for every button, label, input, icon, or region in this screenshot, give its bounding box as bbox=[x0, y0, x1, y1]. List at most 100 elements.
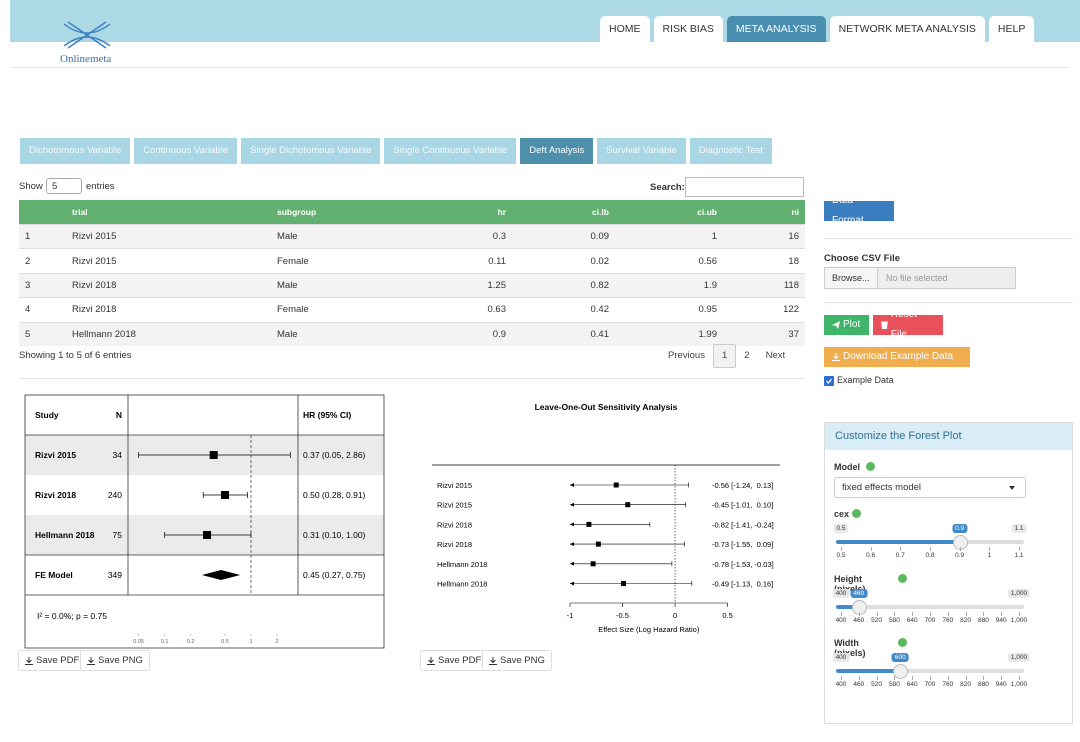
header-cell[interactable]: ci.lb bbox=[512, 200, 615, 225]
table-cell: 0.09 bbox=[512, 223, 615, 249]
table-cell: 118 bbox=[723, 272, 805, 298]
slider-tick-label: 1 bbox=[987, 552, 992, 559]
data-format-button[interactable]: Data Format bbox=[824, 195, 894, 226]
slider-tick bbox=[959, 547, 961, 551]
slider-tick bbox=[965, 612, 967, 616]
download-button[interactable]: Download Example Data bbox=[824, 347, 970, 367]
nav-tab[interactable]: RISK BIAS bbox=[653, 16, 723, 42]
x-axis-label: Effect Size (Log Hazard Ratio) bbox=[598, 625, 700, 634]
button-label: Reset File bbox=[890, 309, 917, 340]
slider-tick-label: 700 bbox=[924, 617, 936, 624]
x-tick-label: 0.1 bbox=[161, 639, 169, 645]
slider-tick-label: 0.5 bbox=[836, 552, 846, 559]
table-body: 1 Rizvi 2015 Male 0.3 0.09 1 16 2 Rizvi 2015 Fema… bbox=[19, 223, 805, 346]
file-field: No file selected bbox=[877, 267, 1016, 289]
tab[interactable]: Deft Analysis bbox=[520, 138, 594, 164]
search-label: Search: bbox=[650, 182, 685, 193]
table-cell: 16 bbox=[723, 223, 805, 249]
slider-tick-label: 640 bbox=[906, 681, 918, 688]
save-png-button[interactable]: Save PNG bbox=[482, 650, 552, 671]
column-header: HR (95% CI) bbox=[303, 410, 351, 420]
slider-tick bbox=[858, 676, 860, 680]
page-button[interactable]: 1 bbox=[712, 344, 737, 368]
tab-bar: Dichotomous Variable Continuous Variable S… bbox=[20, 138, 773, 164]
slider-fill bbox=[836, 669, 901, 673]
table-cell: Male bbox=[271, 223, 432, 249]
help-icon[interactable] bbox=[866, 462, 875, 471]
heterogeneity: I² = 0.0%; p = 0.75 bbox=[37, 611, 107, 621]
help-icon[interactable] bbox=[852, 509, 861, 518]
header-cell[interactable]: ni bbox=[723, 200, 805, 225]
slider-tick-label: 1,000 bbox=[1010, 617, 1028, 624]
nav-tab[interactable]: HOME bbox=[600, 16, 650, 42]
slider-tick-label: 820 bbox=[960, 681, 972, 688]
tab[interactable]: Continuous Variable bbox=[134, 138, 238, 164]
page-button[interactable]: Next bbox=[765, 350, 786, 361]
divider bbox=[824, 302, 1073, 303]
x-tick-label: 0.05 bbox=[133, 639, 144, 645]
slider-tick-label: 400 bbox=[835, 681, 847, 688]
help-icon[interactable] bbox=[898, 574, 907, 583]
header-cell[interactable]: subgroup bbox=[271, 200, 432, 225]
table-cell: Male bbox=[271, 321, 432, 346]
x-tick-label: 0.2 bbox=[187, 639, 195, 645]
header-cell[interactable]: hr bbox=[432, 200, 512, 225]
nav-tab[interactable]: META ANALYSIS bbox=[726, 16, 826, 42]
nav-tab[interactable]: HELP bbox=[988, 16, 1035, 42]
header-cell[interactable]: trial bbox=[66, 200, 271, 225]
button-label: Save PNG bbox=[500, 655, 545, 666]
row-label: Rizvi 2018 bbox=[437, 520, 472, 529]
tab[interactable]: Dichotomous Variable bbox=[20, 138, 131, 164]
example-checkbox[interactable] bbox=[824, 376, 834, 386]
table-cell: 5 bbox=[19, 321, 66, 346]
tab[interactable]: Single Continuous Variable bbox=[384, 138, 517, 164]
save-png-button[interactable]: Save PNG bbox=[80, 650, 150, 671]
table-cell: 0.82 bbox=[512, 272, 615, 298]
slider-max: 1.1 bbox=[1011, 524, 1027, 533]
slider-tick-label: 580 bbox=[888, 617, 900, 624]
table-cell: 0.95 bbox=[615, 297, 723, 323]
brand: Onlinemeta bbox=[60, 53, 112, 65]
reset-button[interactable]: Reset File bbox=[873, 309, 943, 340]
nav-tab[interactable]: NETWORK META ANALYSIS bbox=[829, 16, 985, 42]
point-estimate bbox=[625, 502, 631, 508]
study-n: 75 bbox=[113, 530, 123, 540]
clip-arrow bbox=[570, 581, 574, 586]
save-pdf-button[interactable]: Save PDF bbox=[420, 650, 489, 671]
plot-button[interactable]: Plot bbox=[824, 315, 869, 335]
table-cell: 1.99 bbox=[615, 321, 723, 346]
x-tick-label: 0.5 bbox=[221, 639, 229, 645]
model-label: Model bbox=[834, 462, 860, 472]
search-input[interactable] bbox=[685, 177, 804, 197]
tab[interactable]: Single Dichotomous Variable bbox=[241, 138, 381, 164]
slider-handle[interactable] bbox=[893, 664, 909, 679]
row-label: Rizvi 2015 bbox=[437, 481, 472, 490]
help-icon[interactable] bbox=[898, 638, 907, 647]
header-cell bbox=[19, 200, 66, 225]
slider-label: cex bbox=[834, 509, 850, 519]
slider-tick-label: 1.1 bbox=[1014, 552, 1024, 559]
table-row: 5 Hellmann 2018 Male 0.9 0.41 1.99 37 bbox=[19, 321, 805, 346]
slider-tick-label: 0.7 bbox=[895, 552, 905, 559]
tab[interactable]: Survival Variable bbox=[597, 138, 686, 164]
model-select[interactable]: fixed effects model bbox=[834, 477, 1026, 498]
header-cell[interactable]: ci.ub bbox=[615, 200, 723, 225]
slider-tick bbox=[983, 676, 985, 680]
tab[interactable]: Diagnostic Test bbox=[689, 138, 773, 164]
logo bbox=[63, 21, 111, 49]
study-name: Rizvi 2015 bbox=[35, 450, 76, 460]
browse-button[interactable]: Browse... bbox=[824, 267, 878, 289]
page-button[interactable]: Previous bbox=[668, 350, 705, 361]
customize-card bbox=[824, 422, 1073, 724]
table-row: 3 Rizvi 2018 Male 1.25 0.82 1.9 118 bbox=[19, 272, 805, 298]
slider-min: 0.5 bbox=[833, 524, 849, 533]
study-n: 349 bbox=[108, 570, 122, 580]
page-button[interactable]: 2 bbox=[744, 350, 750, 361]
save-pdf-button[interactable]: Save PDF bbox=[18, 650, 87, 671]
x-tick-label: 0 bbox=[673, 611, 677, 620]
slider-tick bbox=[841, 547, 842, 551]
table-cell: Rizvi 2015 bbox=[66, 248, 271, 274]
slider-tick-label: 580 bbox=[888, 681, 900, 688]
table-row: 2 Rizvi 2015 Female 0.11 0.02 0.56 18 bbox=[19, 248, 805, 274]
page-length-select[interactable]: 5 bbox=[46, 178, 82, 194]
